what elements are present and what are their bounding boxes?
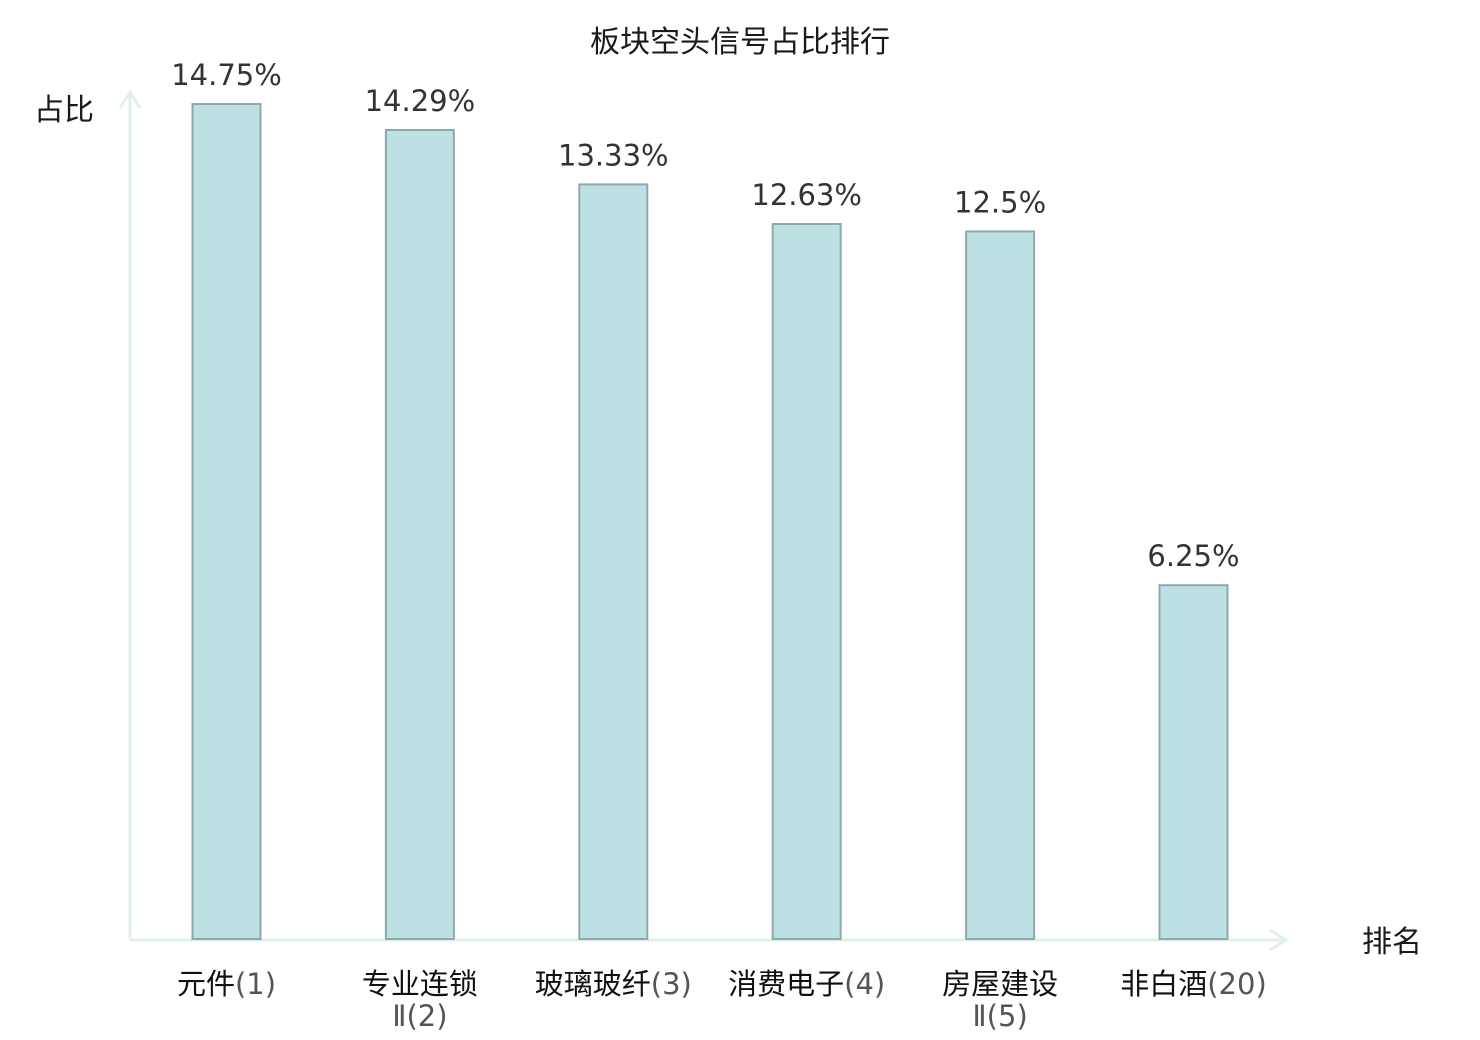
- x-tick-label: 玻璃玻纤(3): [535, 967, 692, 1001]
- bar: [384, 129, 455, 940]
- x-tick-name: 非白酒: [1120, 967, 1207, 1001]
- x-tick-name: 元件: [177, 967, 235, 1001]
- x-tick-label: 房屋建设: [942, 967, 1058, 1001]
- bar: [1158, 584, 1229, 940]
- data-label: 12.63%: [751, 178, 862, 212]
- x-axis-label: 排名: [1362, 925, 1422, 960]
- bar: [191, 103, 262, 940]
- bar: [965, 230, 1036, 940]
- chart-title: 板块空头信号占比排行: [590, 25, 890, 60]
- x-tick-rank: (1): [235, 967, 276, 1001]
- value-labels-group: 14.75% 14.29% 13.33% 12.63% 12.5% 6.25%: [171, 58, 1239, 573]
- x-tick-name: 消费电子: [728, 967, 844, 1001]
- y-axis-arrow-icon: [118, 89, 142, 109]
- data-label: 14.75%: [171, 58, 282, 92]
- x-tick-rank: (3): [651, 967, 692, 1001]
- data-label: 6.25%: [1147, 539, 1239, 573]
- x-tick-label: 专业连锁: [362, 967, 478, 1001]
- x-tick-name: 专业连锁: [362, 967, 478, 1001]
- x-tick-label: Ⅱ(2): [392, 999, 447, 1033]
- x-tick-label: 元件(1): [177, 967, 276, 1001]
- x-tick-rank: (4): [844, 967, 885, 1001]
- bars-group: [191, 103, 1229, 940]
- x-tick-label: Ⅱ(5): [972, 999, 1027, 1033]
- x-tick-label: 消费电子(4): [728, 967, 885, 1001]
- x-tick-rank: Ⅱ(2): [392, 999, 447, 1033]
- x-axis-arrow-icon: [1269, 928, 1289, 952]
- x-tick-rank: Ⅱ(5): [972, 999, 1027, 1033]
- data-label: 14.29%: [365, 84, 476, 118]
- y-axis-label: 占比: [34, 93, 94, 128]
- bar: [578, 183, 649, 940]
- bar: [771, 223, 842, 940]
- data-label: 13.33%: [558, 138, 669, 172]
- data-label: 12.5%: [954, 185, 1046, 219]
- x-tick-name: 房屋建设: [942, 967, 1058, 1001]
- x-tick-rank: (20): [1207, 967, 1267, 1001]
- x-tick-label: 非白酒(20): [1120, 967, 1267, 1001]
- x-tick-name: 玻璃玻纤: [535, 967, 651, 1001]
